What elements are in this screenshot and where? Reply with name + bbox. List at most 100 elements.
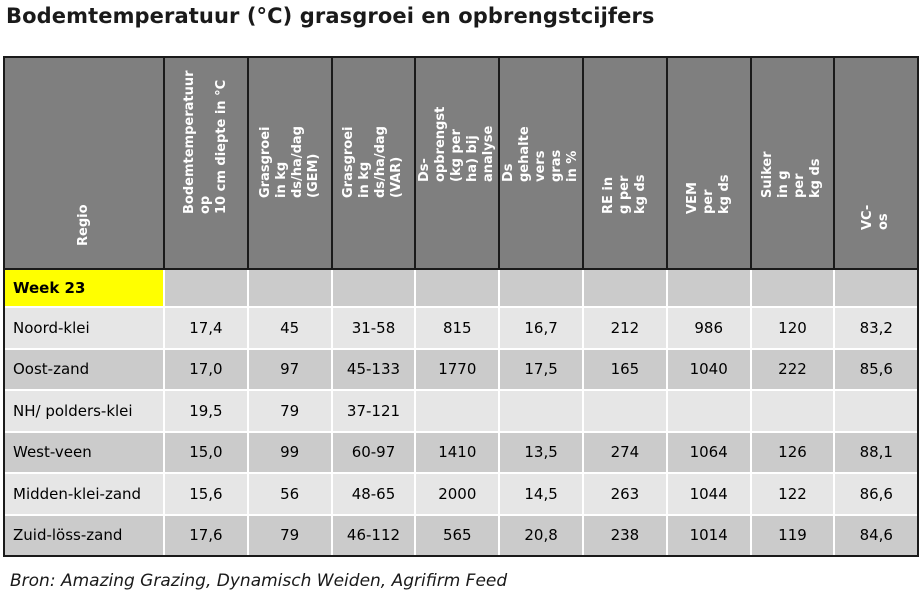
column-header-label: Regio bbox=[76, 204, 91, 246]
table-cell: 97 bbox=[246, 347, 332, 390]
table-cell bbox=[749, 268, 835, 307]
table-cell: 99 bbox=[246, 430, 332, 473]
table-cell bbox=[414, 389, 500, 432]
table-cell: 13,5 bbox=[498, 430, 583, 473]
table-cell: 815 bbox=[414, 306, 500, 349]
table-cell: 17,0 bbox=[163, 347, 248, 390]
region-cell: Oost-zand bbox=[3, 347, 164, 390]
table-cell: 48-65 bbox=[330, 472, 416, 515]
column-header-label: Bodemtemperatuur op 10 cm diepte in °C bbox=[181, 70, 229, 214]
table-cell bbox=[581, 268, 667, 307]
table-cell: 1040 bbox=[665, 347, 751, 390]
table-row: West-veen 15,0 99 60-97 1410 13,5 274 10… bbox=[3, 430, 919, 473]
table-cell: 15,0 bbox=[163, 430, 248, 473]
region-cell: Zuid-löss-zand bbox=[3, 513, 164, 557]
table-cell: 31-58 bbox=[330, 306, 416, 349]
table-cell: 17,4 bbox=[163, 306, 248, 349]
column-header-label: Ds-opbrengst (kg per ha) bij analyse bbox=[417, 106, 497, 182]
table-row: Oost-zand 17,0 97 45-133 1770 17,5 165 1… bbox=[3, 347, 919, 390]
table-cell: 46-112 bbox=[330, 513, 416, 557]
table-cell bbox=[833, 389, 919, 432]
week-row: Week 23 bbox=[3, 268, 919, 307]
table-cell: 212 bbox=[581, 306, 667, 349]
table-cell: 263 bbox=[581, 472, 667, 515]
table-cell: 79 bbox=[246, 513, 332, 557]
table-cell: 122 bbox=[749, 472, 835, 515]
column-header-label: VEM per kg ds bbox=[684, 174, 732, 214]
week-label: Week 23 bbox=[3, 268, 164, 307]
table-cell: 45-133 bbox=[330, 347, 416, 390]
table-cell: 85,6 bbox=[833, 347, 919, 390]
table-cell bbox=[665, 268, 751, 307]
table-cell bbox=[581, 389, 667, 432]
table-cell: 1044 bbox=[665, 472, 751, 515]
table-cell bbox=[665, 389, 751, 432]
table-row: Midden-klei-zand 15,6 56 48-65 2000 14,5… bbox=[3, 472, 919, 515]
table-cell: 20,8 bbox=[498, 513, 583, 557]
table-cell: 60-97 bbox=[330, 430, 416, 473]
page-title: Bodemtemperatuur (°C) grasgroei en opbre… bbox=[6, 4, 655, 28]
table-cell: 88,1 bbox=[833, 430, 919, 473]
table-cell: 274 bbox=[581, 430, 667, 473]
column-header-re: RE in g per kg ds bbox=[581, 56, 667, 270]
table-cell: 1014 bbox=[665, 513, 751, 557]
table-cell bbox=[414, 268, 500, 307]
region-cell: NH/ polders-klei bbox=[3, 389, 164, 432]
table-cell: 17,5 bbox=[498, 347, 583, 390]
column-header-label: Suiker in g per kg ds bbox=[760, 151, 824, 198]
column-header-vc-os: VC-os bbox=[833, 56, 919, 270]
table-row: NH/ polders-klei 19,5 79 37-121 bbox=[3, 389, 919, 432]
table-cell bbox=[749, 389, 835, 432]
column-header-ds-opbrengst: Ds-opbrengst (kg per ha) bij analyse bbox=[414, 56, 500, 270]
column-header-label: VC-os bbox=[860, 204, 892, 230]
table-cell bbox=[330, 268, 416, 307]
column-header-bodemtemperatuur: Bodemtemperatuur op 10 cm diepte in °C bbox=[163, 56, 248, 270]
table-cell: 16,7 bbox=[498, 306, 583, 349]
header-row: Regio Bodemtemperatuur op 10 cm diepte i… bbox=[3, 56, 919, 270]
table-cell: 1410 bbox=[414, 430, 500, 473]
column-header-ds-gehalte: Ds gehalte vers gras in % bbox=[498, 56, 583, 270]
soil-temperature-table: Regio Bodemtemperatuur op 10 cm diepte i… bbox=[3, 56, 919, 557]
table-cell: 1770 bbox=[414, 347, 500, 390]
table-row: Zuid-löss-zand 17,6 79 46-112 565 20,8 2… bbox=[3, 513, 919, 557]
table-cell: 14,5 bbox=[498, 472, 583, 515]
column-header-suiker: Suiker in g per kg ds bbox=[749, 56, 835, 270]
table-cell: 238 bbox=[581, 513, 667, 557]
table-cell: 17,6 bbox=[163, 513, 248, 557]
table-cell: 2000 bbox=[414, 472, 500, 515]
table-cell: 56 bbox=[246, 472, 332, 515]
column-header-label: Ds gehalte vers gras in % bbox=[501, 126, 581, 182]
table-cell: 79 bbox=[246, 389, 332, 432]
column-header-label: Grasgroei in kg ds/ha/dag (VAR) bbox=[341, 126, 405, 198]
column-header-regio: Regio bbox=[3, 56, 164, 270]
table-cell: 19,5 bbox=[163, 389, 248, 432]
table-cell: 15,6 bbox=[163, 472, 248, 515]
source-caption: Bron: Amazing Grazing, Dynamisch Weiden,… bbox=[10, 571, 508, 591]
table-cell bbox=[498, 268, 583, 307]
table-cell: 119 bbox=[749, 513, 835, 557]
table-row: Noord-klei 17,4 45 31-58 815 16,7 212 98… bbox=[3, 306, 919, 349]
column-header-grasgroei-var: Grasgroei in kg ds/ha/dag (VAR) bbox=[330, 56, 416, 270]
table-cell bbox=[246, 268, 332, 307]
table-cell: 986 bbox=[665, 306, 751, 349]
table-cell: 120 bbox=[749, 306, 835, 349]
table-cell: 37-121 bbox=[330, 389, 416, 432]
table-cell: 222 bbox=[749, 347, 835, 390]
column-header-vem: VEM per kg ds bbox=[665, 56, 751, 270]
table-cell bbox=[498, 389, 583, 432]
table-cell: 83,2 bbox=[833, 306, 919, 349]
column-header-label: RE in g per kg ds bbox=[600, 174, 648, 214]
table-cell: 86,6 bbox=[833, 472, 919, 515]
table-cell: 45 bbox=[246, 306, 332, 349]
table-cell bbox=[163, 268, 248, 307]
table-cell: 1064 bbox=[665, 430, 751, 473]
region-cell: West-veen bbox=[3, 430, 164, 473]
region-cell: Midden-klei-zand bbox=[3, 472, 164, 515]
data-table-container: Regio Bodemtemperatuur op 10 cm diepte i… bbox=[3, 56, 919, 560]
table-cell: 84,6 bbox=[833, 513, 919, 557]
table-cell: 565 bbox=[414, 513, 500, 557]
table-cell: 126 bbox=[749, 430, 835, 473]
table-cell: 165 bbox=[581, 347, 667, 390]
region-cell: Noord-klei bbox=[3, 306, 164, 349]
column-header-grasgroei-gem: Grasgroei in kg ds/ha/dag (GEM) bbox=[246, 56, 332, 270]
